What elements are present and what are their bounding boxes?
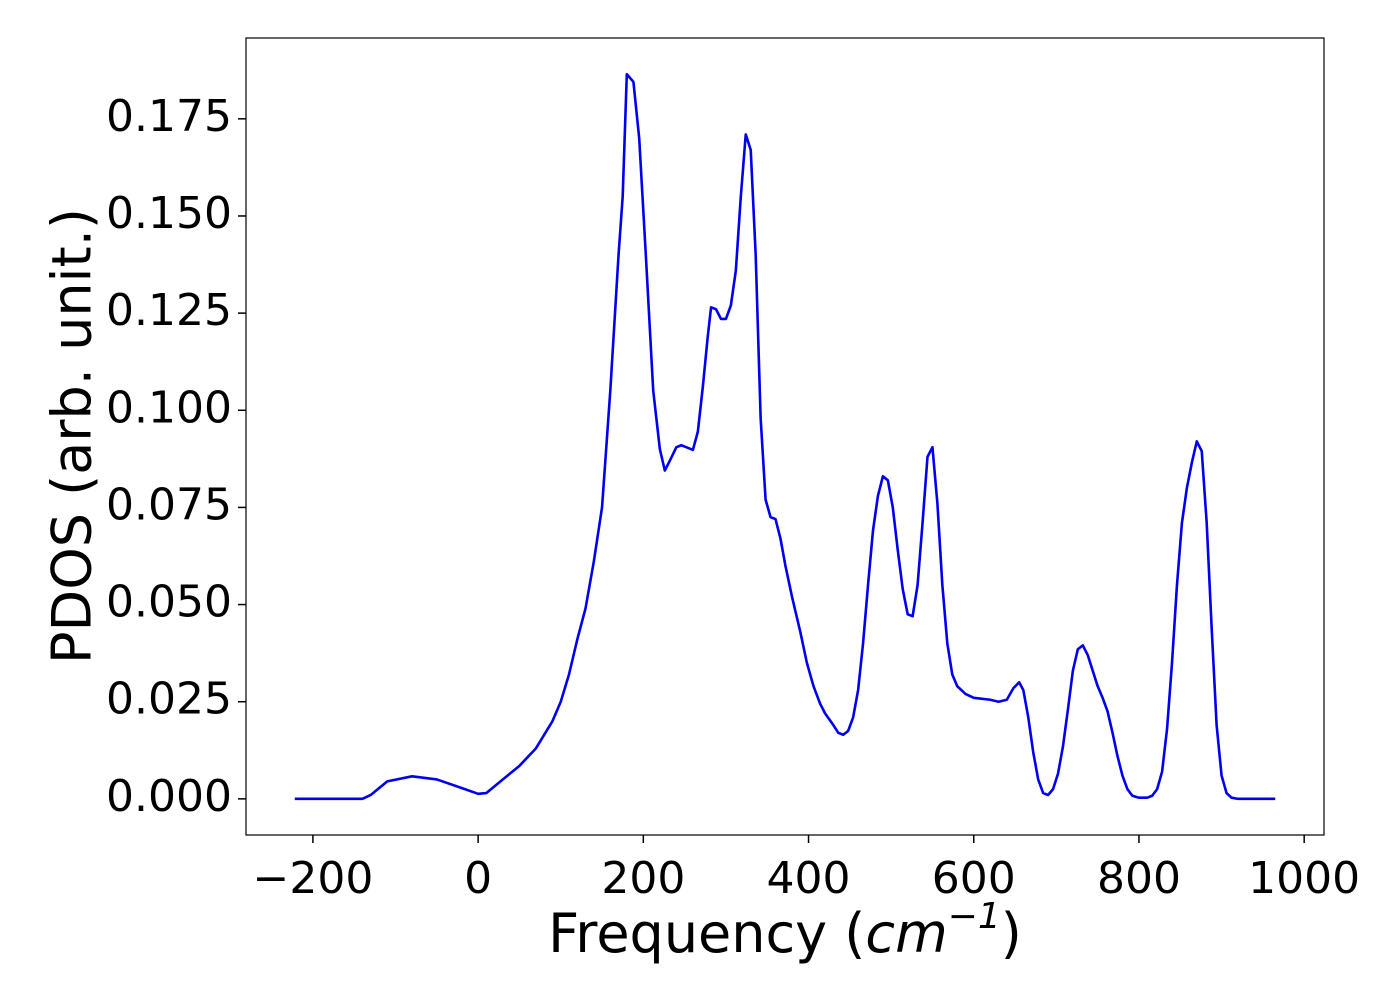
x-tick-label: 0 <box>464 853 492 904</box>
plot-frame <box>245 37 1325 836</box>
y-tick-label: 0.175 <box>106 91 232 142</box>
x-tick-label: 200 <box>601 853 685 904</box>
x-axis-label: Frequency (cm−1) <box>548 896 1022 965</box>
x-tick-label: 1000 <box>1248 853 1360 904</box>
y-tick-label: 0.150 <box>106 188 232 239</box>
x-tick-label: 800 <box>1097 853 1181 904</box>
y-axis-label: PDOS (arb. unit.) <box>41 208 104 664</box>
x-tick-label: 400 <box>767 853 851 904</box>
y-tick-label: 0.000 <box>106 771 232 822</box>
y-tick-label: 0.050 <box>106 577 232 628</box>
y-tick-label: 0.100 <box>106 382 232 433</box>
x-tick-label: 600 <box>932 853 1016 904</box>
y-tick-label: 0.125 <box>106 285 232 336</box>
x-tick-label: −200 <box>252 853 373 904</box>
y-tick-label: 0.025 <box>106 674 232 725</box>
line-series <box>294 72 1276 801</box>
y-tick-label: 0.075 <box>106 479 232 530</box>
